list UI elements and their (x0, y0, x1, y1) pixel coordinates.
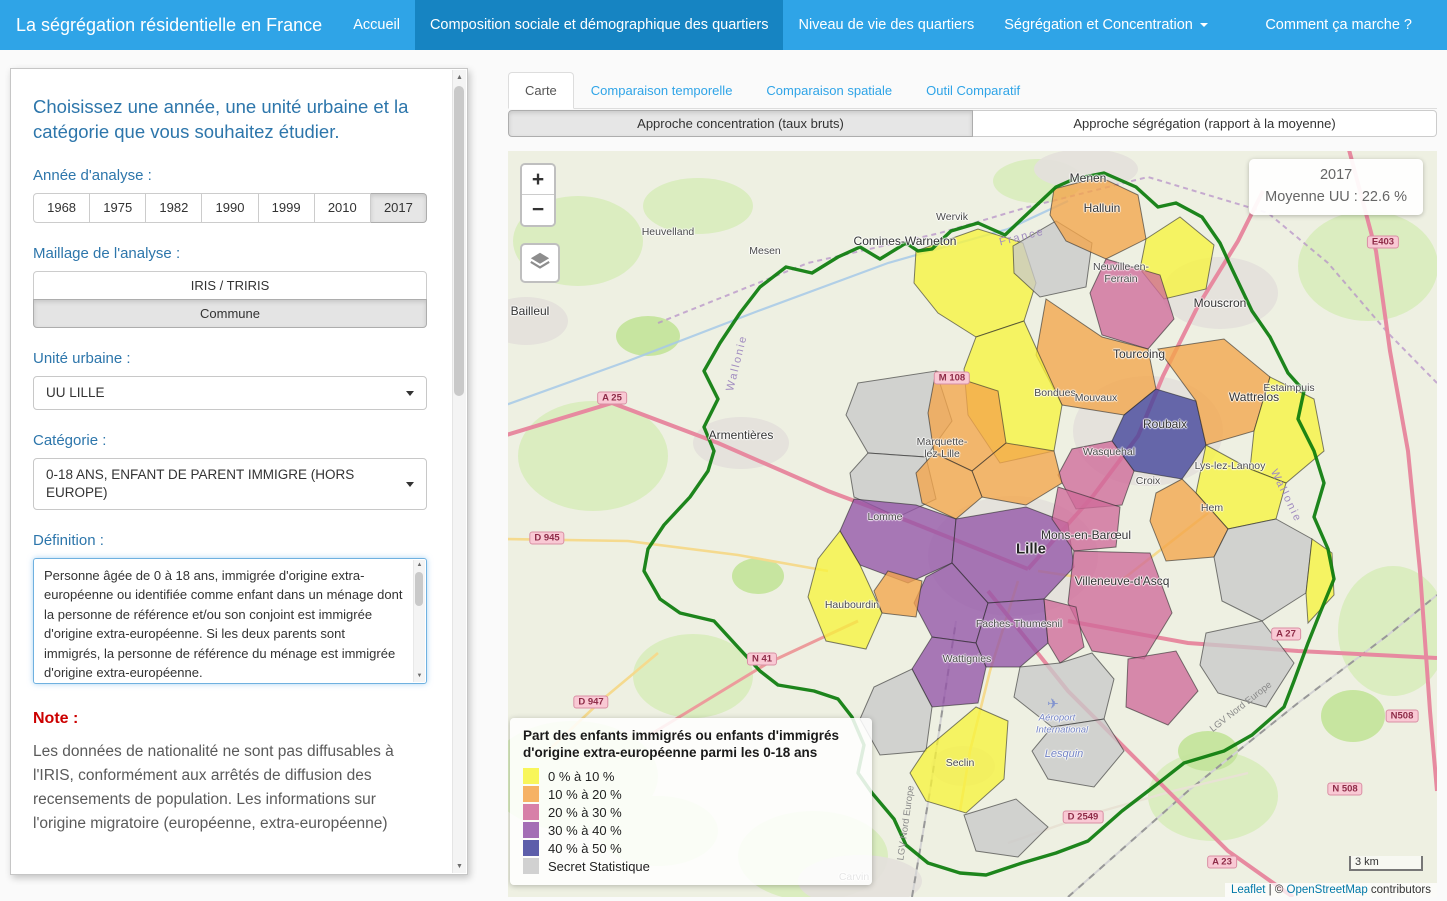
definition-scrollbar-thumb[interactable] (415, 572, 423, 606)
urban-unit-value: UU LILLE (46, 384, 105, 402)
scroll-up-icon[interactable]: ▲ (414, 560, 425, 571)
scale-control: 3 km (1349, 856, 1423, 871)
approach-toggle-approche-segregation-rapport-a-la-moyenne[interactable]: Approche ségrégation (rapport à la moyen… (973, 110, 1437, 137)
scroll-down-icon[interactable]: ▼ (414, 671, 425, 682)
sidebar-intro: Choisissez une année, une unité urbaine … (33, 95, 427, 145)
caret-down-icon (406, 391, 414, 396)
layers-icon (529, 250, 551, 277)
osm-link[interactable]: OpenStreetMap (1287, 884, 1368, 896)
mesh-button-iris-triris[interactable]: IRIS / TRIRIS (33, 271, 427, 300)
nav-item-composition-sociale-et-demographique-des-quartiers[interactable]: Composition sociale et démographique des… (415, 0, 784, 50)
zoom-in-button[interactable]: + (522, 165, 554, 195)
approach-toggle-group: Approche concentration (taux bruts)Appro… (508, 110, 1437, 137)
legend-label: 10 % à 20 % (548, 787, 622, 802)
legend-item-10-a-20: 10 % à 20 % (523, 786, 859, 802)
legend-swatch (523, 804, 539, 820)
scroll-down-icon[interactable]: ▼ (453, 859, 466, 873)
year-button-2017[interactable]: 2017 (371, 193, 427, 223)
tab-outil-comparatif[interactable]: Outil Comparatif (909, 72, 1037, 109)
legend-items: 0 % à 10 % 10 % à 20 % 20 % à 30 % 30 % à 4… (523, 768, 859, 874)
map-attribution: Leaflet | © OpenStreetMap contributors (1225, 883, 1437, 897)
nav-item-label: Comment ça marche ? (1265, 17, 1412, 33)
attribution-separator: | © (1265, 884, 1286, 896)
year-button-1990[interactable]: 1990 (202, 193, 258, 223)
year-button-group: 1968197519821990199920102017 (33, 193, 427, 223)
year-button-1982[interactable]: 1982 (146, 193, 202, 223)
mesh-label: Maillage de l'analyse : (33, 245, 427, 262)
page: La ségrégation résidentielle en France A… (0, 0, 1447, 901)
nav-item-label: Niveau de vie des quartiers (798, 17, 974, 33)
tab-comparaison-temporelle[interactable]: Comparaison temporelle (574, 72, 750, 109)
legend-label: 40 % à 50 % (548, 841, 622, 856)
mesh-button-group: IRIS / TRIRISCommune (33, 271, 427, 328)
scroll-up-icon[interactable]: ▲ (453, 70, 466, 84)
year-button-1968[interactable]: 1968 (33, 193, 90, 223)
layers-control[interactable] (520, 243, 560, 283)
legend-label: 0 % à 10 % (548, 769, 615, 784)
nav-item-accueil[interactable]: Accueil (338, 0, 415, 50)
urban-unit-select[interactable]: UU LILLE (33, 376, 427, 410)
legend-swatch (523, 840, 539, 856)
definition-label: Définition : (33, 532, 427, 549)
category-label: Catégorie : (33, 432, 427, 449)
year-button-2010[interactable]: 2010 (315, 193, 371, 223)
approach-toggle-approche-concentration-taux-bruts[interactable]: Approche concentration (taux bruts) (508, 110, 973, 137)
navbar-items: Accueil Composition sociale et démographi… (338, 0, 1447, 50)
map[interactable]: LilleMenenHalluinComines-WarnetonMouscro… (508, 151, 1437, 897)
legend-swatch (523, 822, 539, 838)
leaflet-link[interactable]: Leaflet (1231, 884, 1266, 896)
sidebar-scrollbar-thumb[interactable] (454, 86, 464, 396)
definition-text: Personne âgée de 0 à 18 ans, immigrée d'… (44, 568, 402, 681)
legend-item-20-a-30: 20 % à 30 % (523, 804, 859, 820)
view-tabs: CarteComparaison temporelleComparaison s… (508, 72, 1437, 109)
legend-swatch (523, 786, 539, 802)
legend-item-30-a-40: 30 % à 40 % (523, 822, 859, 838)
nav-item-label: Accueil (353, 17, 400, 33)
app-title: La ségrégation résidentielle en France (0, 0, 338, 50)
legend-swatch (523, 768, 539, 784)
definition-scrollbar[interactable]: ▲ ▼ (413, 560, 425, 682)
attribution-suffix: contributors (1368, 884, 1431, 896)
sidebar-scrollbar[interactable]: ▲ ▼ (452, 70, 466, 873)
legend-item-40-a-50: 40 % à 50 % (523, 840, 859, 856)
legend-swatch (523, 858, 539, 874)
sidebar-panel: Choisissez une année, une unité urbaine … (10, 68, 468, 875)
urban-unit-label: Unité urbaine : (33, 350, 427, 367)
nav-item-label: Ségrégation et Concentration (1004, 17, 1193, 33)
info-year: 2017 (1265, 165, 1407, 187)
zoom-control: + − (520, 163, 556, 227)
legend-label: Secret Statistique (548, 859, 650, 874)
navbar: La ségrégation résidentielle en France A… (0, 0, 1447, 50)
nav-item-comment-ca-marche[interactable]: Comment ça marche ? (1250, 0, 1427, 50)
legend-label: 30 % à 40 % (548, 823, 622, 838)
mesh-button-commune[interactable]: Commune (33, 299, 427, 328)
year-button-1975[interactable]: 1975 (90, 193, 146, 223)
tab-comparaison-spatiale[interactable]: Comparaison spatiale (749, 72, 909, 109)
definition-box[interactable]: Personne âgée de 0 à 18 ans, immigrée d'… (33, 558, 427, 684)
nav-item-segregation-et-concentration[interactable]: Ségrégation et Concentration (989, 0, 1223, 50)
map-info-box: 2017 Moyenne UU : 22.6 % (1249, 159, 1423, 215)
tab-carte[interactable]: Carte (508, 72, 574, 109)
note-text: Les données de nationalité ne sont pas d… (33, 740, 427, 836)
legend-title: Part des enfants immigrés ou enfants d'i… (523, 727, 859, 762)
year-label: Année d'analyse : (33, 167, 427, 184)
info-mean: Moyenne UU : 22.6 % (1265, 187, 1407, 209)
category-value: 0-18 ANS, ENFANT DE PARENT IMMIGRE (HORS… (46, 466, 396, 502)
scale-label: 3 km (1349, 856, 1423, 871)
zoom-out-button[interactable]: − (522, 195, 554, 225)
chevron-down-icon (1200, 23, 1208, 27)
nav-item-label: Composition sociale et démographique des… (430, 17, 769, 33)
note-label: Note : (33, 710, 427, 728)
caret-down-icon (406, 482, 414, 487)
nav-item-niveau-de-vie-des-quartiers[interactable]: Niveau de vie des quartiers (783, 0, 989, 50)
legend-label: 20 % à 30 % (548, 805, 622, 820)
category-select[interactable]: 0-18 ANS, ENFANT DE PARENT IMMIGRE (HORS… (33, 458, 427, 510)
map-legend: Part des enfants immigrés ou enfants d'i… (510, 718, 872, 885)
legend-item-secret-statistique: Secret Statistique (523, 858, 859, 874)
legend-item-0-a-10: 0 % à 10 % (523, 768, 859, 784)
year-button-1999[interactable]: 1999 (259, 193, 315, 223)
